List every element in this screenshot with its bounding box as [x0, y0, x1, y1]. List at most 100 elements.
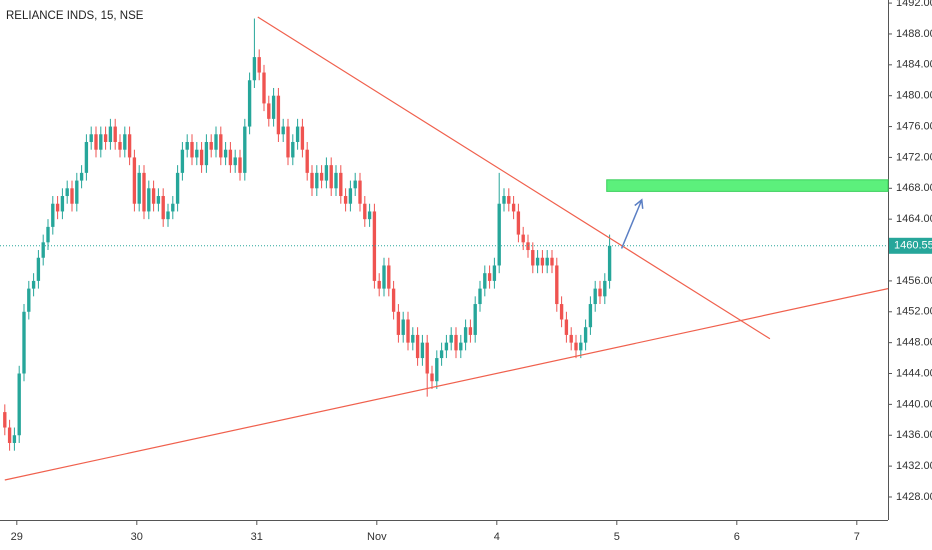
candle-body	[574, 342, 578, 351]
candle-body	[7, 427, 12, 443]
candle-body	[70, 188, 74, 204]
candle-body	[79, 172, 84, 181]
candle-body	[579, 342, 583, 351]
candle-body	[454, 334, 458, 351]
candle-body	[103, 134, 108, 142]
candle-body	[84, 141, 89, 173]
candle-body	[324, 165, 329, 181]
candle-body	[156, 196, 161, 204]
candle-body	[127, 134, 132, 158]
candle-body	[607, 245, 612, 281]
candle-body	[391, 288, 396, 312]
candle-body	[372, 211, 377, 281]
candle-body	[511, 203, 516, 212]
candle-body	[319, 172, 324, 181]
candle-body	[137, 172, 141, 204]
candle-body	[195, 149, 199, 158]
candle-body	[468, 327, 473, 335]
candle-body	[219, 134, 223, 158]
y-tick-label: 1452.00	[896, 306, 932, 318]
candle-body	[420, 342, 425, 359]
candle-body	[598, 288, 602, 297]
candle-body	[463, 327, 468, 343]
candle-body	[406, 319, 410, 343]
candle-body	[271, 95, 276, 119]
candle-body	[3, 412, 7, 428]
candle-body	[151, 188, 156, 204]
candle-body	[492, 265, 497, 281]
x-tick-label: 5	[614, 531, 620, 543]
candle-body	[185, 141, 189, 150]
candle-body	[51, 203, 55, 227]
y-tick-label: 1476.00	[896, 120, 932, 132]
candle-body	[396, 311, 401, 335]
candle-body	[94, 134, 98, 150]
last-price-box	[889, 237, 932, 254]
arrow	[620, 198, 644, 249]
candle-body	[444, 342, 449, 351]
candle-body	[310, 172, 314, 189]
candle-body	[257, 57, 261, 73]
candle-body	[502, 196, 506, 204]
y-tick-label: 1444.00	[896, 367, 932, 379]
candle-body	[588, 304, 593, 328]
candle-body	[507, 196, 511, 204]
candle-body	[108, 126, 113, 142]
target-zone	[606, 179, 889, 192]
y-tick-label: 1436.00	[896, 429, 932, 441]
trend-line	[257, 16, 771, 340]
candle-body	[478, 288, 482, 305]
candle-body	[60, 196, 65, 212]
candle-body	[535, 257, 540, 266]
x-tick-label: 29	[11, 531, 23, 543]
candle-body	[487, 273, 492, 281]
candle-body	[204, 141, 209, 166]
candle-body	[382, 265, 386, 289]
candle-body	[377, 280, 381, 289]
y-tick-label: 1456.00	[896, 275, 932, 287]
candle-body	[295, 126, 300, 142]
y-tick-label: 1464.00	[896, 213, 932, 225]
candle-body	[132, 157, 137, 204]
candle-body	[22, 311, 26, 374]
candle-body	[401, 319, 405, 335]
candle-body	[118, 141, 122, 150]
candle-body	[483, 273, 487, 289]
candle-body	[315, 172, 319, 189]
candle-body	[305, 149, 309, 173]
candle-body	[353, 180, 357, 189]
candle-body	[449, 334, 453, 343]
y-tick-label: 1432.00	[896, 460, 932, 472]
candle-body	[46, 226, 50, 243]
candle-body	[348, 188, 353, 204]
candle-body	[147, 188, 151, 212]
candle-body	[223, 149, 228, 158]
y-tick-label: 1468.00	[896, 182, 932, 194]
candle-body	[113, 126, 117, 142]
candle-body	[550, 257, 554, 266]
candle-body	[228, 149, 233, 166]
y-tick-label: 1440.00	[896, 398, 932, 410]
candle-body	[531, 250, 535, 266]
candle-body	[267, 103, 271, 119]
y-tick-label: 1492.00	[896, 0, 932, 9]
candle-body	[459, 342, 463, 351]
candle-body	[516, 211, 521, 235]
y-tick-label: 1488.00	[896, 28, 932, 40]
candle-body	[75, 180, 79, 204]
candle-body	[233, 157, 237, 166]
candle-body	[497, 203, 501, 266]
candle-body	[65, 188, 69, 197]
x-tick-label: 6	[734, 531, 740, 543]
candle-body	[343, 196, 348, 204]
candle-body	[161, 196, 165, 220]
candle-body	[363, 203, 367, 220]
candle-body	[281, 126, 285, 135]
candle-body	[262, 72, 266, 104]
trend-line	[4, 288, 889, 481]
candle-body	[559, 304, 564, 320]
candle-body	[171, 203, 175, 212]
y-tick-label: 1428.00	[896, 491, 932, 503]
candle-body	[555, 265, 559, 305]
candle-body	[603, 280, 607, 297]
